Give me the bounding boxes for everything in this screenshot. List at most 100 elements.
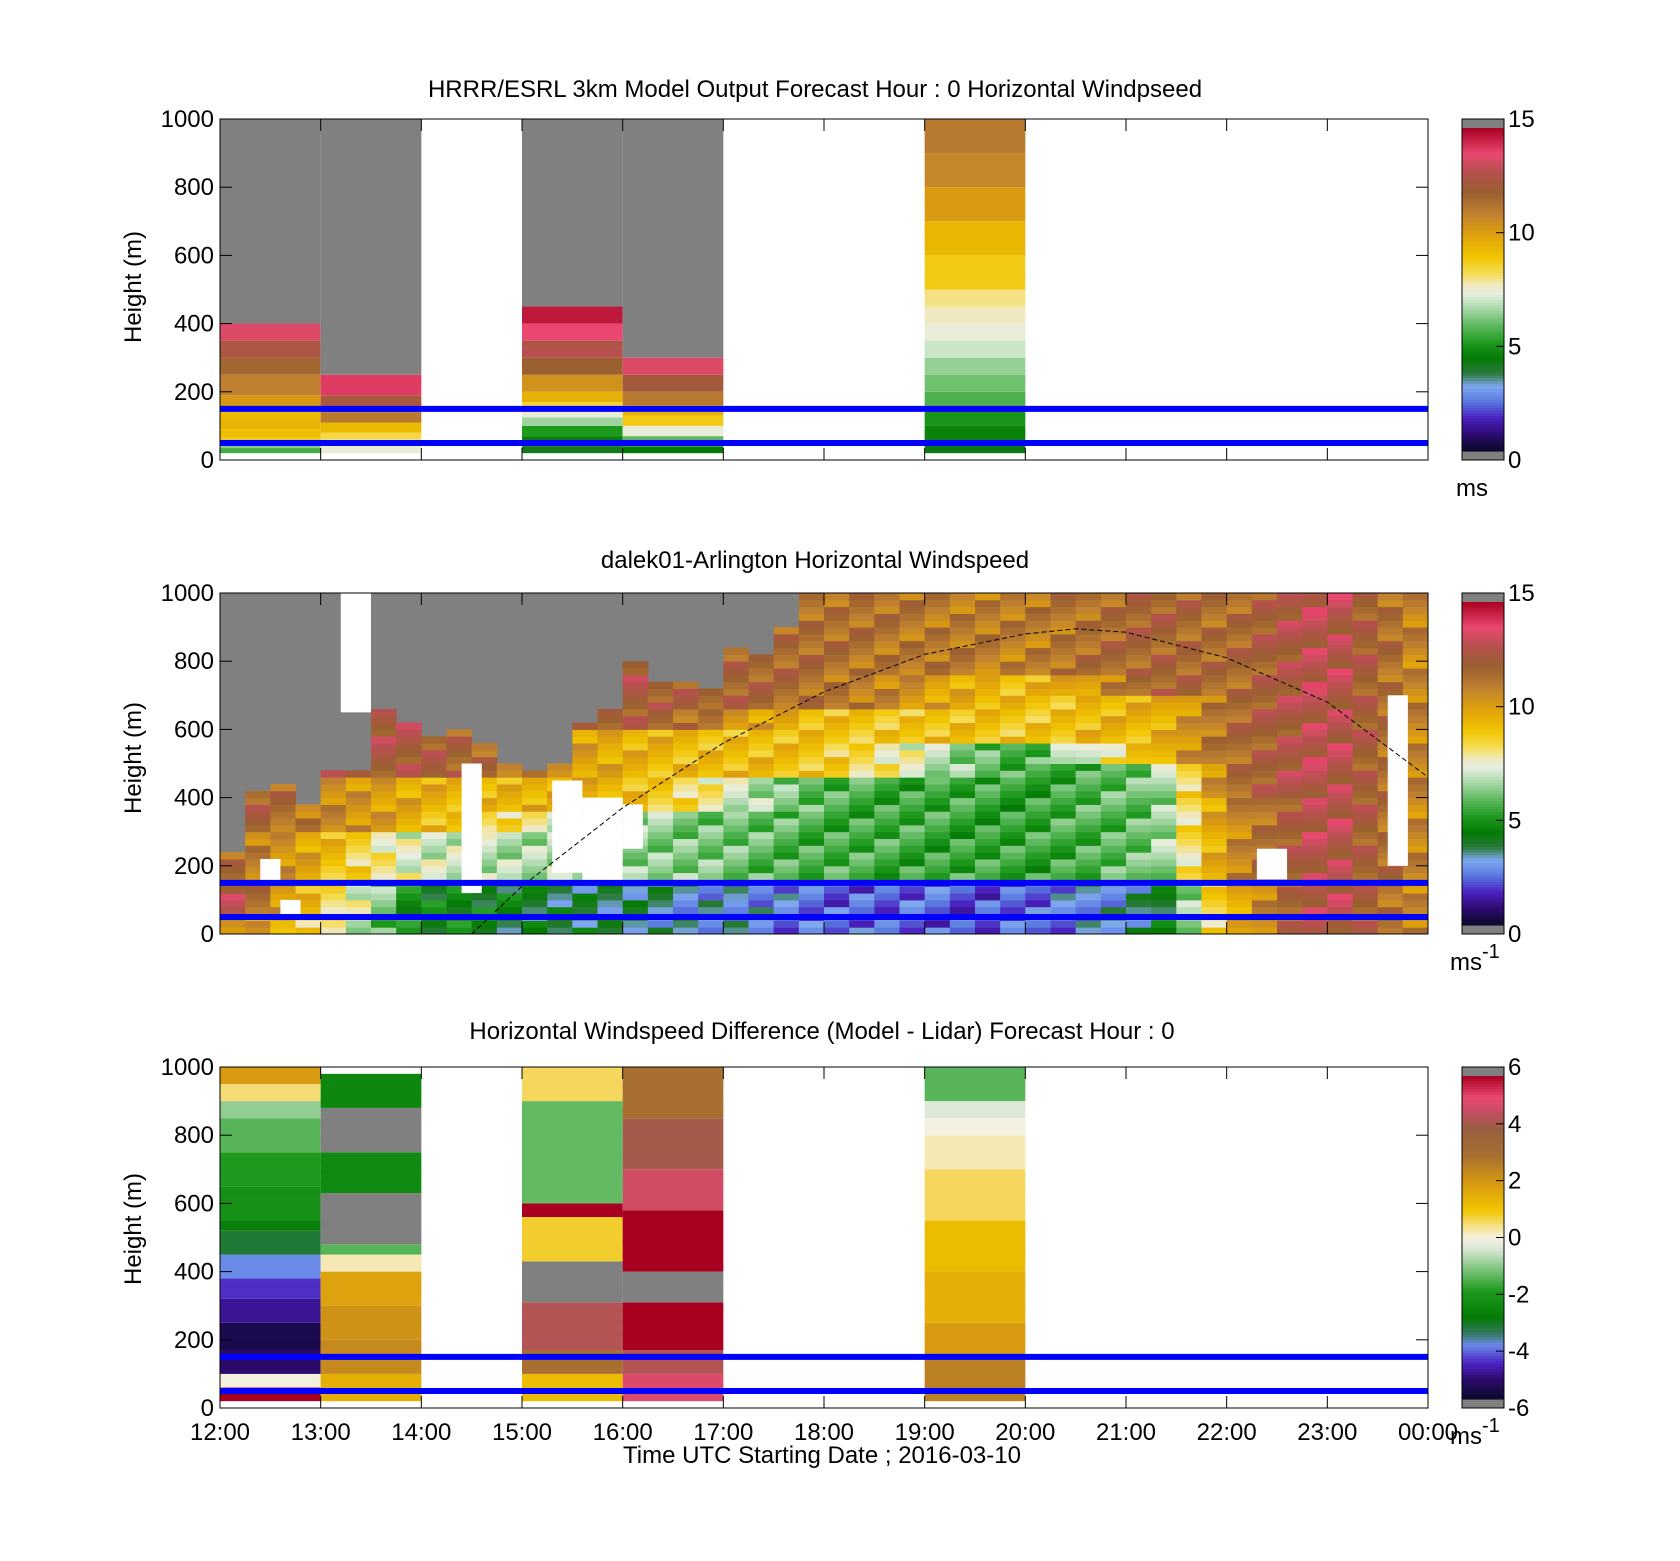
colorbar-swatch [1462, 434, 1504, 439]
y-tick-label: 0 [201, 1395, 214, 1422]
lidar-cell [496, 783, 523, 792]
colorbar-swatch [1462, 130, 1504, 134]
lidar-cell [1100, 927, 1127, 934]
colorbar-swatch [1462, 1197, 1504, 1201]
lidar-cell [874, 661, 900, 669]
lidar-cell [1176, 661, 1202, 669]
lidar-cell [1025, 831, 1051, 840]
lidar-cell [1352, 858, 1379, 867]
lidar-cell [1277, 743, 1303, 751]
lidar-cell [1352, 708, 1379, 717]
lidar-cell [1050, 886, 1077, 894]
lidar-cell [1402, 668, 1428, 676]
colorbar-swatch [1462, 351, 1504, 355]
lidar-cell [1025, 824, 1051, 833]
lidar-cell [345, 906, 372, 915]
lidar-cell [1050, 695, 1077, 703]
lidar-cell [1402, 736, 1428, 744]
lidar-cell [446, 749, 473, 758]
lidar-cell [295, 886, 322, 894]
lidar-cell [1126, 722, 1152, 730]
lidar-cell [824, 790, 850, 799]
colorbar-swatch [1462, 774, 1504, 778]
lidar-cell [1050, 599, 1077, 608]
lidar-cell [1277, 872, 1303, 880]
lidar-cell [1402, 858, 1428, 867]
lidar-cell [1402, 777, 1428, 785]
heatmap-band [622, 363, 724, 367]
lidar-cell [1000, 640, 1026, 649]
colorbar-swatch [1462, 1108, 1504, 1112]
lidar-cell [1075, 661, 1102, 669]
colorbar-swatch [1462, 1170, 1504, 1174]
lidar-cell [1050, 620, 1077, 628]
lidar-cell [874, 927, 900, 934]
heatmap-cell [220, 1350, 321, 1374]
panel-difference-xlabel: Time UTC Starting Date ; 2016-03-10 [623, 1442, 1021, 1469]
lidar-cell [673, 783, 699, 792]
lidar-cell [1126, 845, 1152, 853]
lidar-cell [1352, 633, 1379, 642]
lidar-cell [849, 790, 875, 799]
lidar-cell [295, 811, 322, 819]
lidar-cell [245, 893, 271, 901]
lidar-cell [1402, 838, 1428, 846]
lidar-cell [421, 777, 447, 785]
lidar-cell [1176, 606, 1202, 614]
lidar-cell [798, 858, 825, 867]
lidar-cell [1000, 811, 1026, 819]
lidar-cell [1025, 661, 1051, 669]
colorbar-swatch [1462, 1388, 1504, 1392]
lidar-cell [597, 756, 624, 764]
colorbar-swatch [1462, 329, 1504, 334]
heatmap-band [924, 295, 1026, 299]
lidar-cell [1277, 702, 1303, 710]
lidar-cell [1075, 729, 1102, 737]
lidar-cell [1151, 661, 1177, 669]
lidar-cell [975, 790, 1001, 799]
colorbar-swatch [1462, 634, 1504, 638]
lidar-cell [1226, 838, 1253, 846]
lidar-cell [748, 899, 775, 908]
lidar-cell [1000, 838, 1026, 846]
lidar-cell [597, 927, 624, 934]
heatmap-band [522, 1085, 623, 1088]
lidar-cell [924, 633, 951, 642]
colorbar-swatch [1462, 922, 1504, 926]
lidar-cell [1151, 831, 1177, 840]
colorbar-swatch [1462, 354, 1504, 358]
lidar-cell [421, 763, 447, 771]
colorbar-swatch [1462, 838, 1504, 843]
lidar-cell [421, 783, 447, 792]
lidar-cell [1201, 640, 1228, 649]
x-tick-label: 21:00 [1096, 1419, 1156, 1446]
lidar-cell [1327, 920, 1353, 928]
colorbar-swatch [1462, 300, 1504, 304]
heatmap-band [320, 1170, 422, 1174]
lidar-cell [798, 654, 825, 662]
colorbar-swatch [1462, 779, 1504, 783]
lidar-cell [1050, 790, 1077, 799]
lidar-cell [1226, 640, 1253, 649]
lidar-cell [1226, 613, 1253, 621]
lidar-cell [1302, 906, 1328, 915]
lidar-cell [1377, 920, 1404, 928]
colorbar-swatch [1462, 1261, 1504, 1266]
lidar-cell [1075, 743, 1102, 751]
lidar-cell [522, 899, 548, 908]
colorbar-swatch [1462, 222, 1504, 226]
lidar-cell [1000, 783, 1026, 792]
lidar-cell [1050, 729, 1077, 737]
lidar-cell [345, 852, 372, 860]
colorbar-swatch [1462, 316, 1504, 320]
lidar-cell [1352, 893, 1379, 901]
lidar-cell [1000, 599, 1026, 608]
y-tick-label: 800 [174, 648, 214, 675]
lidar-cell [698, 831, 724, 840]
lidar-cell [1000, 661, 1026, 669]
heatmap-band [522, 1179, 623, 1183]
colorbar-swatch [1462, 305, 1504, 309]
lidar-cell [1302, 770, 1328, 778]
lidar-cell [723, 893, 749, 901]
lidar-cell [1201, 783, 1228, 792]
